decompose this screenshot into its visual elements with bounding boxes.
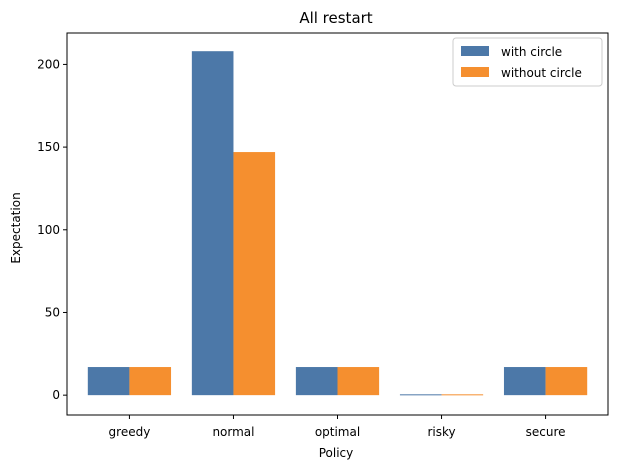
y-tick-label: 100 bbox=[37, 223, 60, 237]
bar-optimal-without-circle bbox=[337, 367, 380, 396]
bar-secure-without-circle bbox=[545, 367, 588, 396]
plot-area: 0 50 100 150 200 greedy normal optimal risky secu… bbox=[37, 32, 609, 439]
x-tick-label: risky bbox=[427, 425, 455, 439]
bar-greedy-with-circle bbox=[87, 367, 130, 396]
legend: with circle without circle bbox=[452, 37, 603, 87]
bar-normal-without-circle bbox=[233, 152, 276, 396]
y-tick-label: 50 bbox=[45, 305, 60, 319]
x-tick-label: greedy bbox=[109, 425, 151, 439]
legend-label: without circle bbox=[501, 66, 582, 80]
legend-swatch bbox=[461, 67, 489, 77]
x-axis-label: Policy bbox=[319, 446, 354, 460]
y-tick-label: 200 bbox=[37, 57, 60, 71]
bar-secure-with-circle bbox=[503, 367, 546, 396]
axes-frame bbox=[66, 32, 609, 416]
bar-greedy-without-circle bbox=[129, 367, 172, 396]
chart-title: All restart bbox=[299, 9, 372, 27]
legend-box bbox=[452, 37, 603, 87]
bar-optimal-with-circle bbox=[295, 367, 338, 396]
y-tick-label: 0 bbox=[52, 388, 60, 402]
x-tick-label: normal bbox=[212, 425, 254, 439]
bar-risky-without-circle bbox=[441, 394, 484, 396]
legend-label: with circle bbox=[501, 45, 562, 59]
x-tick-label: secure bbox=[526, 425, 566, 439]
bar-normal-with-circle bbox=[191, 51, 234, 396]
y-tick-label: 150 bbox=[37, 140, 60, 154]
y-axis-label: Expectation bbox=[9, 192, 23, 263]
legend-swatch bbox=[461, 46, 489, 56]
bar-risky-with-circle bbox=[399, 394, 442, 396]
x-tick-label: optimal bbox=[315, 425, 360, 439]
